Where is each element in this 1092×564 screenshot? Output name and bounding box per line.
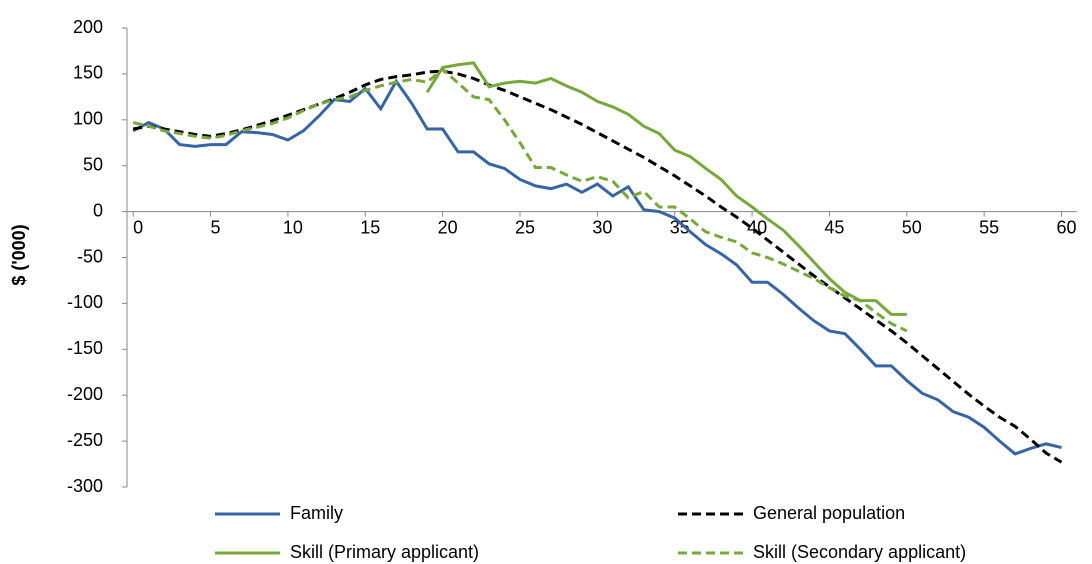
y-tick-label: 200 xyxy=(73,17,103,37)
series-line xyxy=(132,67,908,333)
series-line xyxy=(132,69,1063,464)
legend-label: Family xyxy=(290,503,343,523)
y-tick-label: -300 xyxy=(67,476,103,496)
x-tick-label: 50 xyxy=(902,217,922,237)
legend-label: General population xyxy=(753,503,905,523)
y-tick-label: -50 xyxy=(77,246,103,266)
x-tick-label: 5 xyxy=(211,217,221,237)
y-tick-label: 50 xyxy=(83,154,103,174)
y-tick-label: 150 xyxy=(73,63,103,83)
y-tick-label: 0 xyxy=(93,200,103,220)
x-tick-label: 30 xyxy=(592,217,612,237)
y-axis-label: $ ('000) xyxy=(9,224,29,285)
x-tick-label: 0 xyxy=(133,217,143,237)
y-tick-label: -250 xyxy=(67,430,103,450)
x-tick-label: 60 xyxy=(1057,217,1077,237)
x-tick-label: 55 xyxy=(979,217,999,237)
x-tick-label: 25 xyxy=(515,217,535,237)
y-tick-label: -100 xyxy=(67,292,103,312)
legend-label: Skill (Secondary applicant) xyxy=(753,542,966,562)
x-tick-label: 10 xyxy=(283,217,303,237)
y-tick-label: 100 xyxy=(73,109,103,129)
legend-label: Skill (Primary applicant) xyxy=(290,542,479,562)
y-tick-label: -150 xyxy=(67,338,103,358)
x-tick-label: 15 xyxy=(360,217,380,237)
y-tick-label: -200 xyxy=(67,384,103,404)
series-line xyxy=(132,78,1062,456)
x-tick-label: 35 xyxy=(670,217,690,237)
x-tick-label: 45 xyxy=(824,217,844,237)
x-tick-label: 20 xyxy=(438,217,458,237)
x-tick-label: 40 xyxy=(747,217,767,237)
series-line xyxy=(425,61,907,316)
